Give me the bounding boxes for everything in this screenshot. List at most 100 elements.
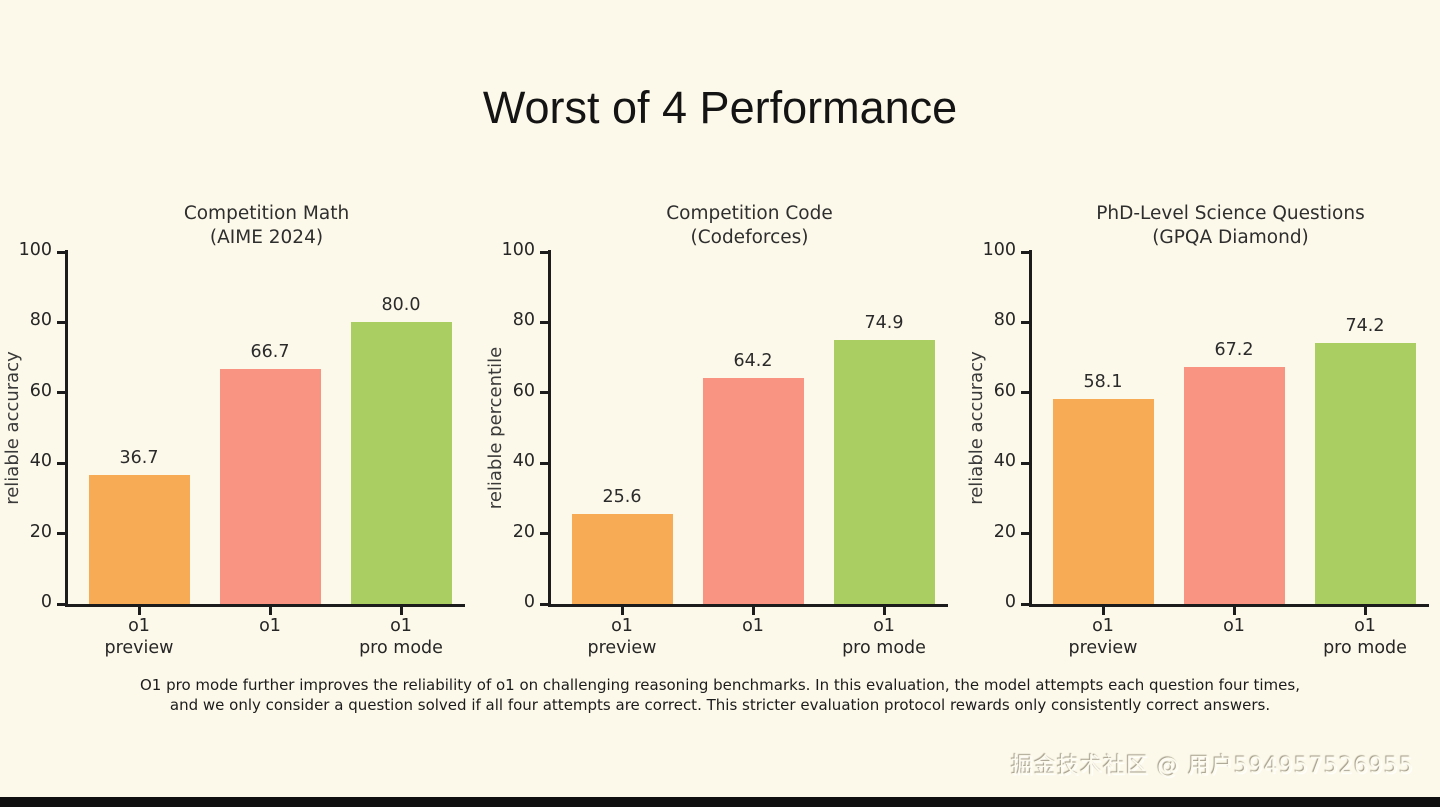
y-tick-mark [1021, 532, 1029, 536]
y-tick-label: 100 [501, 240, 535, 260]
y-axis-spine [1029, 250, 1032, 607]
x-tick-label: o1 [1159, 615, 1309, 637]
y-tick-mark [540, 602, 548, 606]
y-tick-label: 40 [29, 451, 52, 472]
x-tick-label-line: o1 [259, 616, 281, 636]
y-axis-label-competition-code: reliable percentile [485, 346, 506, 510]
bar-value-label: 66.7 [250, 342, 290, 363]
x-tick-mark [1232, 607, 1236, 615]
bar-value-label: 74.9 [864, 313, 904, 334]
x-tick-label: o1 preview [64, 615, 214, 659]
chart-title-competition-code: Competition Code (Codeforces) [540, 202, 960, 250]
bar-value-label: 67.2 [1214, 340, 1254, 361]
bar-value-label: 36.7 [119, 447, 159, 468]
bar-value-label: 74.2 [1345, 315, 1385, 336]
bar-competition-math-2 [350, 322, 452, 604]
y-axis-label-competition-math: reliable accuracy [2, 351, 23, 505]
x-tick-label-line: o1 [1354, 616, 1376, 636]
y-tick-label: 40 [512, 451, 535, 472]
y-tick-mark [57, 391, 65, 395]
bar-competition-math-1 [219, 369, 321, 604]
y-tick-label: 80 [29, 310, 52, 331]
chart-title-phd-level-science-questions: PhD-Level Science Questions (GPQA Diamond… [1021, 202, 1440, 250]
x-axis-spine [548, 604, 948, 607]
x-tick-label-line: o1 [611, 616, 633, 636]
chart-title-line-2: (GPQA Diamond) [1152, 227, 1309, 248]
x-tick-label-line: pro mode [359, 638, 443, 658]
y-tick-label: 20 [993, 521, 1016, 542]
y-axis-spine [65, 250, 68, 607]
bar-phd-level-science-questions-0 [1052, 399, 1154, 604]
y-tick-mark [540, 532, 548, 536]
x-tick-mark [399, 607, 403, 615]
x-tick-label-line: pro mode [842, 638, 926, 658]
x-tick-label-line: o1 [1092, 616, 1114, 636]
y-tick-mark [1021, 320, 1029, 324]
y-tick-mark [540, 461, 548, 465]
bar-phd-level-science-questions-1 [1183, 367, 1285, 604]
x-tick-label-line: pro mode [1323, 638, 1407, 658]
chart-title-line-1: Competition Code [666, 203, 833, 224]
bar-value-label: 25.6 [602, 486, 642, 507]
bar-competition-math-0 [88, 474, 190, 604]
x-tick-label-line: preview [1068, 638, 1138, 658]
watermark-text: 掘金技术社区 @ 用户594957526955 [1011, 754, 1414, 779]
bottom-letterbox-bar [0, 797, 1440, 807]
y-tick-label: 60 [993, 380, 1016, 401]
x-tick-mark [882, 607, 886, 615]
x-tick-label-line: preview [104, 638, 174, 658]
y-axis-label-phd-level-science-questions: reliable accuracy [966, 351, 987, 505]
x-tick-label-line: o1 [742, 616, 764, 636]
x-axis-spine [1029, 604, 1429, 607]
x-tick-label: o1 [195, 615, 345, 637]
y-tick-mark [1021, 602, 1029, 606]
y-tick-mark [57, 602, 65, 606]
x-tick-label: o1 preview [547, 615, 697, 659]
bar-value-label: 64.2 [733, 351, 773, 372]
x-tick-mark [751, 607, 755, 615]
chart-title-competition-math: Competition Math (AIME 2024) [57, 202, 477, 250]
figure-title: Worst of 4 Performance [482, 82, 958, 133]
bar-competition-code-0 [571, 513, 673, 604]
y-tick-label: 40 [993, 451, 1016, 472]
y-tick-mark [57, 250, 65, 254]
x-tick-label-line: o1 [390, 616, 412, 636]
x-tick-label: o1 pro mode [1290, 615, 1440, 659]
chart-title-line-2: (AIME 2024) [209, 227, 324, 248]
bar-competition-code-1 [702, 378, 804, 604]
y-tick-label: 0 [523, 592, 535, 612]
y-tick-label: 60 [29, 380, 52, 401]
x-tick-label: o1 pro mode [326, 615, 476, 659]
y-tick-label: 80 [512, 310, 535, 331]
bar-competition-code-2 [833, 340, 935, 604]
chart-title-line-2: (Codeforces) [690, 227, 809, 248]
x-tick-label-line: preview [587, 638, 657, 658]
caption-line-2: and we only consider a question solved i… [169, 696, 1271, 714]
y-tick-mark [540, 391, 548, 395]
x-tick-label: o1 [678, 615, 828, 637]
y-tick-mark [1021, 391, 1029, 395]
y-tick-label: 20 [29, 521, 52, 542]
bar-value-label: 58.1 [1083, 372, 1123, 393]
y-tick-mark [57, 532, 65, 536]
y-tick-label: 0 [1004, 592, 1016, 612]
y-tick-mark [540, 250, 548, 254]
y-tick-label: 0 [40, 592, 52, 612]
x-tick-label-line: o1 [128, 616, 150, 636]
x-tick-mark [1101, 607, 1105, 615]
y-tick-label: 80 [993, 310, 1016, 331]
y-axis-spine [548, 250, 551, 607]
x-tick-mark [620, 607, 624, 615]
y-tick-mark [1021, 250, 1029, 254]
y-tick-mark [57, 461, 65, 465]
x-tick-label-line: o1 [1223, 616, 1245, 636]
x-tick-mark [1363, 607, 1367, 615]
y-tick-mark [1021, 461, 1029, 465]
figure-caption: O1 pro mode further improves the reliabi… [0, 675, 1440, 715]
x-tick-label: o1 pro mode [809, 615, 959, 659]
x-tick-label-line: o1 [873, 616, 895, 636]
chart-title-line-1: Competition Math [183, 203, 350, 224]
x-tick-mark [137, 607, 141, 615]
y-tick-label: 100 [18, 240, 52, 260]
